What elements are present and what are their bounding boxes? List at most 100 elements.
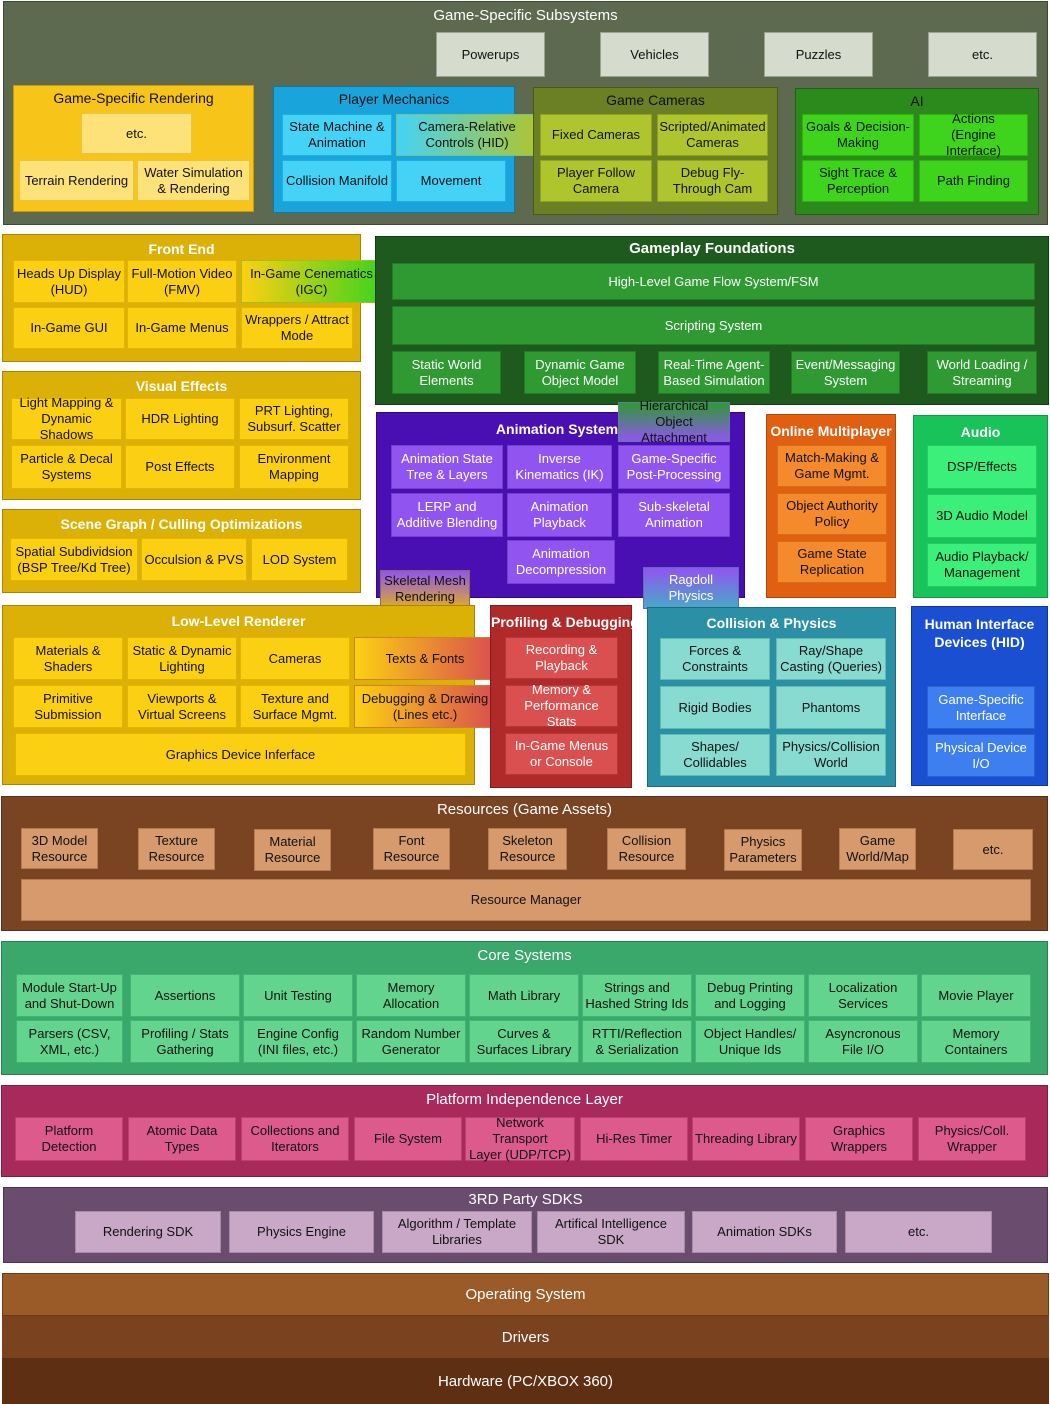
texture-surface-box: Texture and Surface Mgmt. — [240, 685, 350, 728]
resources-etc-box: etc. — [953, 829, 1033, 870]
visual-effects-title: Visual Effects — [135, 378, 228, 394]
static-dynamic-lighting-box: Static & Dynamic Lighting — [127, 637, 237, 680]
skeletal-mesh-rendering-box: Skeletal Mesh Rendering — [380, 570, 470, 607]
core-item: Movie Player — [921, 974, 1031, 1017]
particle-decal-box: Particle & Decal Systems — [11, 445, 122, 489]
fmv-box: Full-Motion Video (FMV) — [127, 260, 237, 303]
debugging-drawing-box: Debugging & Drawing (Lines etc.) — [354, 685, 496, 728]
collision-physics-title: Collision & Physics — [706, 615, 837, 631]
game-specific-post-processing-box: Game-Specific Post-Processing — [618, 445, 730, 489]
sdk-item: Physics Engine — [229, 1211, 374, 1253]
font-resource-box: Font Resource — [373, 828, 450, 870]
core-item: Debug Printing and Logging — [695, 974, 805, 1017]
hid-title: Human Interface Devices (HID) — [924, 616, 1035, 650]
post-effects-box: Post Effects — [125, 445, 235, 489]
physics-parameters-box: Physics Parameters — [724, 829, 802, 871]
pil-item: Platform Detection — [15, 1117, 123, 1161]
pil-item: Network Transport Layer (UDP/TCP) — [465, 1115, 575, 1162]
core-item: Memory Allocation — [356, 974, 466, 1017]
core-item: Random Number Generator — [356, 1020, 466, 1063]
core-item: Strings and Hashed String Ids — [582, 974, 692, 1017]
static-world-elements-box: Static World Elements — [392, 351, 501, 394]
memory-performance-box: Memory & Performance Stats — [505, 682, 618, 729]
sub-skeletal-animation-box: Sub-skeletal Animation — [618, 493, 730, 537]
environment-mapping-box: Environment Mapping — [239, 445, 349, 489]
terrain-rendering-box: Terrain Rendering — [19, 160, 134, 201]
animation-state-tree-box: Animation State Tree & Layers — [391, 445, 503, 489]
front-end-title: Front End — [148, 241, 215, 257]
player-follow-camera-box: Player Follow Camera — [540, 160, 652, 202]
physics-collision-world-box: Physics/Collision World — [776, 734, 886, 776]
match-making-box: Match-Making & Game Mgmt. — [777, 445, 887, 487]
powerups-box: Powerups — [436, 32, 545, 77]
core-item: RTTI/Reflection & Serialization — [582, 1020, 692, 1063]
core-item: Memory Containers — [921, 1020, 1031, 1063]
dsp-effects-box: DSP/Effects — [927, 445, 1037, 489]
audio-title: Audio — [960, 424, 1001, 440]
core-item: Math Library — [469, 974, 579, 1017]
low-level-renderer-title: Low-Level Renderer — [171, 613, 306, 629]
hardware-bar: Hardware (PC/XBOX 360) — [2, 1358, 1049, 1404]
sdk-item: Algorithm / Template Libraries — [382, 1211, 532, 1253]
rendering-etc-box: etc. — [81, 113, 192, 154]
sdk-item: Animation SDKs — [692, 1211, 837, 1253]
ray-shape-casting-box: Ray/Shape Casting (Queries) — [776, 638, 886, 680]
core-item: Engine Config (INI files, etc.) — [243, 1020, 353, 1063]
materials-shaders-box: Materials & Shaders — [13, 637, 123, 680]
pil-item: Collections and Iterators — [241, 1117, 349, 1161]
core-systems-title: Core Systems — [477, 947, 572, 964]
hdr-lighting-box: HDR Lighting — [125, 398, 235, 440]
audio-playback-box: Audio Playback/ Management — [927, 543, 1037, 587]
core-item: Assertions — [130, 974, 240, 1017]
lod-system-box: LOD System — [251, 538, 348, 581]
third-party-sdks-title: 3RD Party SDKS — [468, 1191, 583, 1208]
player-mechanics-title: Player Mechanics — [338, 91, 450, 107]
game-specific-rendering-title: Game-Specific Rendering — [53, 90, 214, 106]
wrappers-attract-box: Wrappers / Attract Mode — [241, 307, 353, 349]
animation-system-title: Animation System — [495, 421, 619, 437]
animation-decompression-box: Animation Decompression — [507, 540, 615, 584]
3d-model-resource-box: 3D Model Resource — [21, 828, 98, 869]
game-world-map-box: Game World/Map — [839, 828, 916, 870]
light-mapping-box: Light Mapping & Dynamic Shadows — [11, 395, 122, 442]
resources-title: Resources (Game Assets) — [436, 801, 613, 818]
water-simulation-box: Water Simulation & Rendering — [137, 160, 250, 201]
texts-fonts-box: Texts & Fonts — [354, 637, 496, 680]
game-specific-subsystems-title: Game-Specific Subsystems — [433, 7, 618, 24]
sdk-item: etc. — [845, 1211, 992, 1253]
in-game-gui-box: In-Game GUI — [13, 307, 125, 349]
scene-graph-title: Scene Graph / Culling Optimizations — [60, 516, 303, 532]
collision-resource-box: Collision Resource — [607, 828, 686, 870]
prt-lighting-box: PRT Lighting, Subsurf. Scatter — [239, 398, 349, 440]
core-item: Object Handles/ Unique Ids — [695, 1020, 805, 1063]
high-level-game-flow-box: High-Level Game Flow System/FSM — [392, 263, 1035, 300]
pil-item: Graphics Wrappers — [805, 1117, 913, 1161]
goals-decision-box: Goals & Decision- Making — [802, 114, 914, 156]
core-item: Profiling / Stats Gathering — [130, 1020, 240, 1063]
gameplay-foundations-title: Gameplay Foundations — [629, 240, 795, 257]
spatial-subdivision-box: Spatial Subdividsion (BSP Tree/Kd Tree) — [10, 538, 138, 581]
cameras-box: Cameras — [240, 637, 350, 680]
etc-box: etc. — [928, 32, 1037, 77]
puzzles-box: Puzzles — [764, 32, 873, 77]
material-resource-box: Material Resource — [254, 829, 331, 871]
fixed-cameras-box: Fixed Cameras — [540, 114, 652, 156]
animation-playback-box: Animation Playback — [507, 493, 612, 537]
core-item: Localization Services — [808, 974, 918, 1017]
pil-item: File System — [354, 1117, 462, 1161]
graphics-device-interface-box: Graphics Device Inferface — [15, 733, 466, 776]
drivers-bar: Drivers — [2, 1316, 1049, 1358]
online-multiplayer-title: Online Multiplayer — [770, 423, 892, 439]
hierarchical-attachment-box: Hierarchical Object Attachment — [618, 398, 730, 445]
physical-device-io-box: Physical Device I/O — [927, 734, 1035, 777]
movement-box: Movement — [396, 160, 506, 202]
scripting-system-box: Scripting System — [392, 306, 1035, 345]
primitive-submission-box: Primitive Submission — [13, 685, 123, 728]
resource-manager-box: Resource Manager — [21, 879, 1031, 921]
ragdoll-physics-box: Ragdoll Physics — [643, 567, 739, 609]
ai-title: AI — [910, 93, 924, 109]
rigid-bodies-box: Rigid Bodies — [660, 686, 770, 729]
profiling-debugging-title: Profiling & Debugging — [491, 614, 639, 630]
skeleton-resource-box: Skeleton Resource — [488, 828, 567, 870]
platform-independence-title: Platform Independence Layer — [426, 1091, 623, 1108]
